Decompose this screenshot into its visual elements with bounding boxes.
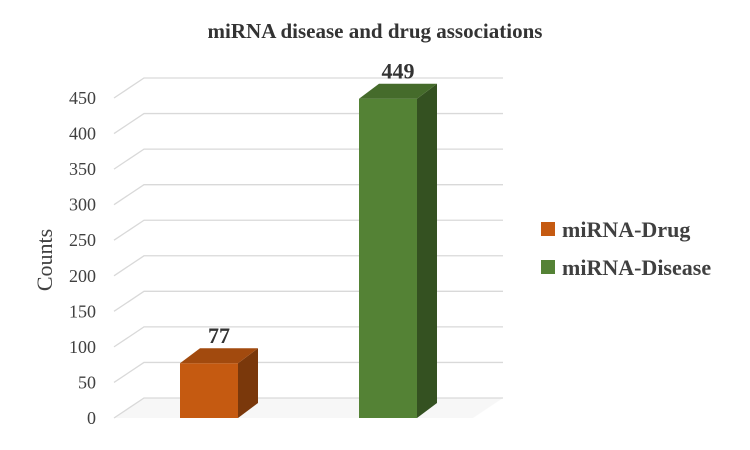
gridline [113, 255, 503, 277]
bar-mirna-disease [359, 83, 437, 418]
data-label: 449 [382, 59, 415, 84]
y-tick-label: 150 [69, 301, 96, 321]
bar-mirna-drug [180, 348, 258, 418]
y-tick-label: 450 [69, 88, 96, 108]
legend-swatch [541, 222, 555, 236]
gridline [113, 290, 503, 312]
chart-title: miRNA disease and drug associations [208, 19, 543, 43]
y-axis-label: Counts [32, 229, 57, 291]
bar-side [238, 348, 258, 418]
gridlines [113, 77, 503, 419]
gridline [113, 112, 503, 135]
gridline [113, 326, 503, 348]
bar-top [359, 83, 437, 99]
legend-label: miRNA-Drug [562, 217, 690, 242]
bar-side [417, 83, 437, 418]
gridline [113, 148, 503, 170]
y-tick-label: 200 [69, 266, 96, 286]
gridline [113, 361, 503, 383]
y-tick-label: 100 [69, 337, 96, 357]
gridline [113, 219, 503, 241]
chart-floor [114, 398, 503, 418]
gridline [113, 184, 503, 206]
y-tick-label: 350 [69, 159, 96, 179]
y-axis-ticks: 0 50 100 150 200 250 300 350 400 450 [69, 88, 96, 428]
gridline [113, 77, 503, 99]
y-tick-label: 250 [69, 230, 96, 250]
legend-item-mirna-disease: miRNA-Disease [541, 255, 711, 280]
legend-swatch [541, 260, 555, 274]
bar-top [180, 348, 258, 364]
legend-label: miRNA-Disease [562, 255, 711, 280]
y-tick-label: 0 [87, 408, 96, 428]
y-tick-label: 50 [78, 372, 96, 392]
data-label: 77 [208, 323, 230, 348]
bar-front [359, 98, 417, 418]
y-tick-label: 400 [69, 124, 96, 144]
legend-item-mirna-drug: miRNA-Drug [541, 217, 690, 242]
bar-front [180, 363, 238, 418]
y-tick-label: 300 [69, 195, 96, 215]
bars [180, 83, 437, 418]
floor-plane [114, 398, 503, 418]
data-labels: 77 449 [208, 59, 415, 349]
legend: miRNA-Drug miRNA-Disease [541, 217, 711, 280]
